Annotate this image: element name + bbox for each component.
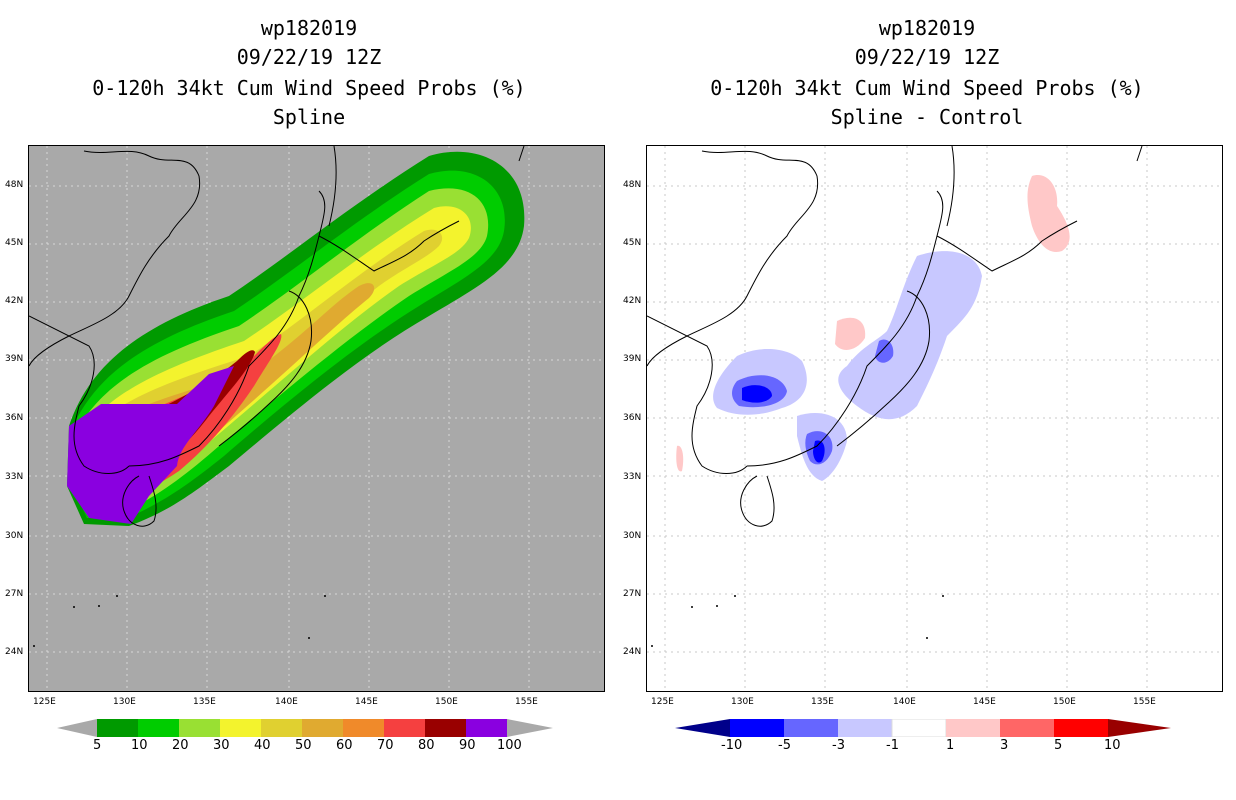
lat-label-36n: 36N [623, 413, 642, 423]
lon-label-155e: 155E [1133, 697, 1156, 707]
product-title: 0-120h 34kt Cum Wind Speed Probs (%) [92, 76, 526, 100]
right-colorbar-bin-1 [730, 719, 784, 737]
cb-label-1: 1 [946, 738, 955, 753]
right-panel: wp182019 09/22/19 12Z 0-120h 34kt Cum Wi… [618, 0, 1236, 800]
lat-label-30n: 30N [5, 531, 24, 541]
map-grid [647, 146, 1222, 691]
lat-label-45n: 45N [623, 238, 642, 248]
left-colorbar-bin-3 [220, 719, 261, 737]
islands [651, 595, 944, 647]
lon-label-135e: 135E [811, 697, 834, 707]
lat-label-24n: 24N [5, 647, 24, 657]
cb-label-neg3: -3 [832, 738, 845, 753]
storm-id: wp182019 [260, 16, 358, 40]
cb-label-60: 60 [336, 738, 353, 753]
right-colorbar-bin-3 [838, 719, 892, 737]
cb-label-5: 5 [1054, 738, 1063, 753]
colorbar-under-arrow [57, 719, 97, 737]
lat-label-30n: 30N [623, 531, 642, 541]
cb-label-3: 3 [1000, 738, 1009, 753]
cb-label-neg1: -1 [886, 738, 899, 753]
difference-map [646, 145, 1223, 692]
date-time: 09/22/19 12Z [236, 45, 382, 69]
right-colorbar-bin-0 [675, 719, 730, 737]
right-colorbar [675, 719, 1171, 737]
right-colorbar-bin-8 [1108, 719, 1171, 737]
right-colorbar-bin-4 [891, 719, 947, 737]
cb-label-90: 90 [459, 738, 476, 753]
cb-label-5: 5 [93, 738, 102, 753]
left-colorbar-bin-5 [302, 719, 343, 737]
left-colorbar-bin-9 [466, 719, 507, 737]
lon-label-130e: 130E [731, 697, 754, 707]
difference-shading [676, 175, 1070, 481]
right-title: wp182019 09/22/19 12Z 0-120h 34kt Cum Wi… [618, 14, 1236, 132]
lat-label-36n: 36N [5, 413, 24, 423]
cb-label-40: 40 [254, 738, 271, 753]
lat-label-48n: 48N [5, 180, 24, 190]
coastlines [29, 146, 525, 527]
lon-label-130e: 130E [113, 697, 136, 707]
lat-label-39n: 39N [5, 354, 24, 364]
left-colorbar [57, 719, 553, 737]
lat-label-42n: 42N [5, 296, 24, 306]
storm-id: wp182019 [878, 16, 976, 40]
lat-label-45n: 45N [5, 238, 24, 248]
cb-label-20: 20 [172, 738, 189, 753]
right-colorbar-bin-7 [1054, 719, 1108, 737]
left-colorbar-bin-0 [97, 719, 138, 737]
difference-map-svg [647, 146, 1222, 691]
left-colorbar-bin-1 [138, 719, 179, 737]
lat-label-33n: 33N [623, 472, 642, 482]
lat-label-42n: 42N [623, 296, 642, 306]
cb-label-80: 80 [418, 738, 435, 753]
cb-label-10: 10 [1104, 738, 1121, 753]
cb-label-50: 50 [295, 738, 312, 753]
left-colorbar-bin-6 [343, 719, 384, 737]
cb-label-neg10: -10 [721, 738, 743, 753]
colorbar-over-arrow [507, 719, 553, 737]
lon-label-135e: 135E [193, 697, 216, 707]
right-colorbar-bin-2 [784, 719, 838, 737]
lon-label-145e: 145E [973, 697, 996, 707]
lat-label-24n: 24N [623, 647, 642, 657]
cb-label-neg5: -5 [778, 738, 791, 753]
lon-label-150e: 150E [435, 697, 458, 707]
lon-label-140e: 140E [275, 697, 298, 707]
product-title: 0-120h 34kt Cum Wind Speed Probs (%) [710, 76, 1144, 100]
left-title: wp182019 09/22/19 12Z 0-120h 34kt Cum Wi… [0, 14, 618, 132]
lon-label-140e: 140E [893, 697, 916, 707]
cb-label-10: 10 [131, 738, 148, 753]
probability-map [28, 145, 605, 692]
left-colorbar-bin-7 [384, 719, 425, 737]
left-colorbar-bin-4 [261, 719, 302, 737]
lon-label-155e: 155E [515, 697, 538, 707]
cb-label-30: 30 [213, 738, 230, 753]
lat-label-33n: 33N [5, 472, 24, 482]
lat-label-39n: 39N [623, 354, 642, 364]
lon-label-125e: 125E [651, 697, 674, 707]
method-label: Spline [272, 105, 346, 129]
right-colorbar-bin-6 [1000, 719, 1054, 737]
lat-label-27n: 27N [5, 589, 24, 599]
lat-label-27n: 27N [623, 589, 642, 599]
method-label: Spline - Control [830, 105, 1024, 129]
lon-label-145e: 145E [355, 697, 378, 707]
date-time: 09/22/19 12Z [854, 45, 1000, 69]
islands [33, 595, 326, 647]
left-colorbar-bin-2 [179, 719, 220, 737]
left-panel: wp182019 09/22/19 12Z 0-120h 34kt Cum Wi… [0, 14, 618, 753]
probability-map-svg [29, 146, 604, 691]
cb-label-70: 70 [377, 738, 394, 753]
coastlines [647, 146, 1143, 527]
lat-label-48n: 48N [623, 180, 642, 190]
left-colorbar-bin-8 [425, 719, 466, 737]
lon-label-150e: 150E [1053, 697, 1076, 707]
cb-label-100: 100 [497, 738, 522, 753]
right-colorbar-bin-5 [946, 719, 1000, 737]
probability-swath [67, 151, 525, 527]
lon-label-125e: 125E [33, 697, 56, 707]
